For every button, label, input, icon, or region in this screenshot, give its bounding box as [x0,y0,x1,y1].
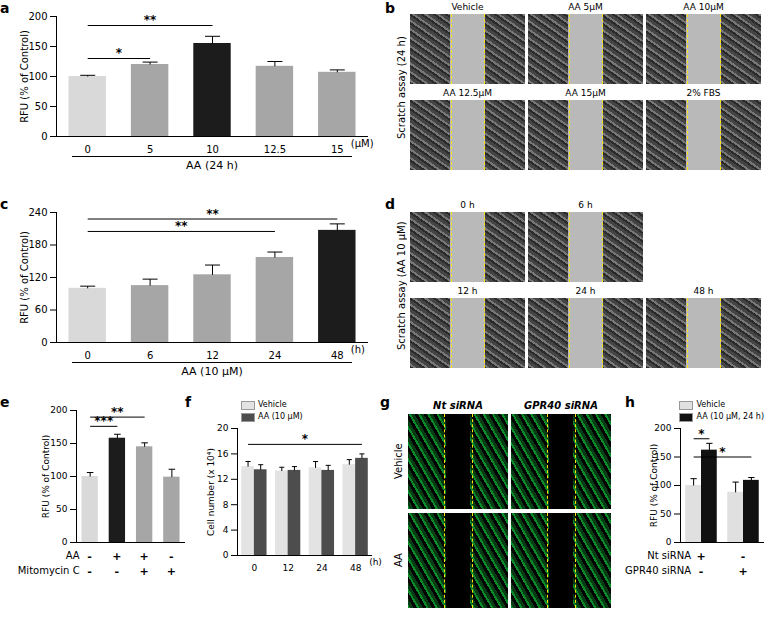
html-text:AA 5μM: AA 5μM [568,2,603,12]
svg-text:10: 10 [206,144,219,155]
svg-text:15: 15 [331,144,344,155]
svg-text:8: 8 [223,500,229,510]
html-text:GPR40 siRNA: GPR40 siRNA [524,400,598,411]
html-text:6 h: 6 h [578,200,593,210]
svg-text:0: 0 [62,537,68,547]
svg-text:16: 16 [217,449,229,459]
svg-text:200: 200 [28,11,47,22]
svg-text:6: 6 [147,350,153,361]
svg-text:180: 180 [28,239,47,250]
svg-text:*: * [719,445,726,459]
html-text:AA: AA [65,550,80,561]
html-text:e: e [0,394,10,410]
svg-text:12: 12 [217,474,228,484]
svg-text:48: 48 [350,563,362,573]
html-text:Nt siRNA: Nt siRNA [647,550,691,561]
html-text:AA (24 h): AA (24 h) [186,159,238,172]
html-text:(h): (h) [350,344,365,355]
html-text:0 h: 0 h [460,200,475,210]
html-text:(h): (h) [369,557,382,567]
svg-text:0: 0 [666,537,672,547]
svg-text:4: 4 [223,525,229,535]
html-text:Vehicle: Vehicle [696,400,726,409]
svg-text:150: 150 [654,451,672,462]
html-text:AA: AA [393,553,404,568]
svg-text:5: 5 [147,144,153,155]
svg-text:RFU (% of Control): RFU (% of Control) [649,444,659,527]
svg-text:Cell number (x 10⁴): Cell number (x 10⁴) [206,448,216,536]
svg-text:0: 0 [223,550,229,560]
svg-text:**: ** [175,219,188,233]
svg-text:120: 120 [28,272,47,283]
html-text:AA 10μM: AA 10μM [683,2,724,12]
html-text:AA (10 μM): AA (10 μM) [181,365,243,378]
svg-text:0: 0 [85,350,91,361]
html-text:12 h: 12 h [457,286,478,296]
svg-text:0: 0 [252,563,258,573]
html-text:Nt siRNA: Nt siRNA [433,400,483,411]
svg-text:60: 60 [35,304,48,315]
svg-text:150: 150 [28,41,47,52]
svg-text:24: 24 [269,350,282,361]
html-text:Mitomycin C: Mitomycin C [17,565,80,576]
html-text:Vehicle: Vehicle [451,2,484,12]
svg-text:**: ** [111,405,124,419]
svg-text:50: 50 [660,509,672,519]
html-text:f: f [185,394,192,410]
html-text:b: b [385,0,395,16]
html-text:AA (10 μM): AA (10 μM) [258,412,303,421]
svg-text:12: 12 [282,563,293,573]
svg-text:0: 0 [41,337,47,348]
html-text:(μM): (μM) [350,138,374,149]
html-text:2% FBS: 2% FBS [686,88,721,98]
svg-text:RFU (% of Control): RFU (% of Control) [19,231,30,324]
svg-text:150: 150 [50,438,67,448]
svg-text:200: 200 [50,405,67,415]
html-text:g: g [380,394,390,410]
svg-text:100: 100 [50,471,67,481]
svg-text:RFU (% of Control): RFU (% of Control) [19,30,30,123]
html-text:Vehicle: Vehicle [393,443,404,480]
html-text:24 h: 24 h [575,286,596,296]
svg-text:48: 48 [331,350,344,361]
svg-text:12: 12 [206,350,219,361]
html-text:AA 12.5μM: AA 12.5μM [443,88,492,98]
svg-text:**: ** [206,207,219,221]
svg-text:**: ** [144,13,157,27]
html-text:h: h [625,394,635,410]
html-text:GPR40 siRNA: GPR40 siRNA [625,565,691,576]
svg-text:200: 200 [654,423,671,433]
svg-text:100: 100 [654,480,672,491]
html-text:a: a [0,0,10,16]
html-text:AA 15μM: AA 15μM [565,88,606,98]
html-text:Vehicle: Vehicle [258,400,287,409]
svg-text:RFU (% of Control): RFU (% of Control) [41,435,51,518]
html-text:c: c [0,196,9,212]
svg-text:240: 240 [28,207,47,218]
html-text:48 h: 48 h [693,286,714,296]
html-text:Scratch assay (24 h): Scratch assay (24 h) [396,36,407,140]
html-text:d: d [385,196,395,212]
html-text:Scratch assay (AA 10 μM): Scratch assay (AA 10 μM) [396,221,407,351]
svg-text:*: * [698,427,705,441]
svg-text:*: * [116,46,123,60]
html-text:AA (10 μM, 24 h): AA (10 μM, 24 h) [696,412,764,421]
svg-text:20: 20 [217,423,229,433]
svg-text:12.5: 12.5 [264,144,286,155]
svg-text:0: 0 [85,144,91,155]
svg-text:24: 24 [316,563,328,573]
svg-text:100: 100 [28,71,47,82]
svg-text:0: 0 [41,131,47,142]
svg-text:50: 50 [56,504,68,514]
svg-text:*: * [302,432,309,446]
svg-text:50: 50 [35,101,48,112]
